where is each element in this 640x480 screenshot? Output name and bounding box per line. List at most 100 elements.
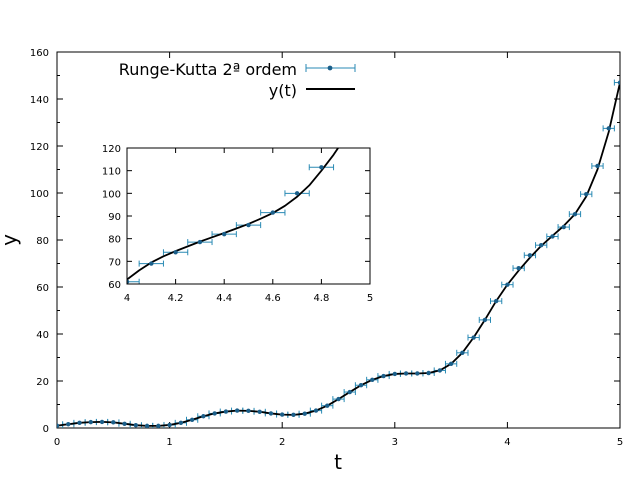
- main-y-tick-label: 0: [43, 424, 49, 435]
- main-rk2-point: [572, 211, 578, 217]
- main-rk2-point: [234, 408, 240, 413]
- inset-rk2-point: [270, 210, 275, 215]
- main-rk2-point: [392, 371, 397, 377]
- inset-x-tick-label: 4: [124, 293, 130, 304]
- inset-x-tick-label: 4.2: [168, 293, 184, 304]
- main-x-tick-label: 3: [392, 437, 398, 448]
- main-rk2-point: [527, 253, 533, 258]
- main-rk2-point: [561, 224, 566, 230]
- main-y-tick-label: 40: [36, 330, 49, 341]
- main-y-tick-label: 160: [30, 48, 49, 59]
- main-rk2-point: [268, 411, 274, 416]
- inset-x-tick-label: 4.4: [216, 293, 232, 304]
- inset-chart: 4 4.2 4.4 4.6 4.8 5 60 70 80 90 100 110 120: [102, 144, 373, 304]
- main-rk2-point: [223, 409, 229, 414]
- main-rk2-point: [88, 419, 93, 425]
- main-x-tick-label: 1: [166, 437, 172, 448]
- legend-sample-rk2: [305, 64, 356, 72]
- inset-exact-line: [127, 148, 340, 281]
- main-rk2-point: [426, 370, 431, 376]
- main-rk2-point: [156, 423, 161, 428]
- main-x-tick-label: 4: [504, 437, 510, 448]
- main-rk2-point: [415, 371, 420, 376]
- inset-x-tick-label: 5: [367, 293, 373, 304]
- main-rk2-point: [133, 422, 139, 428]
- main-x-axis-title: t: [334, 450, 342, 474]
- inset-rk2-point: [319, 165, 324, 170]
- main-rk2-point: [291, 412, 296, 418]
- main-rk2-point: [460, 350, 465, 355]
- inset-y-tick-label: 100: [102, 189, 121, 200]
- main-rk2-point: [280, 412, 285, 417]
- main-rk2-point: [77, 420, 82, 426]
- main-y-tick-label: 100: [30, 189, 49, 200]
- main-rk2-point: [505, 282, 510, 287]
- legend: Runge-Kutta 2ª ordem y(t): [119, 60, 356, 100]
- main-rk2-point: [538, 242, 544, 248]
- main-rk2-point: [381, 373, 386, 379]
- main-rk2-point: [493, 298, 499, 304]
- main-rk2-point: [516, 266, 521, 271]
- main-rk2-point: [66, 422, 71, 427]
- main-chart: 0 1 2 3 4 5 0 20 40 60 80 100 120 140 160 t y Runge-Ku…: [0, 48, 623, 474]
- main-rk2-point: [448, 361, 454, 367]
- legend-rk2-marker: [327, 65, 333, 71]
- inset-rk2-point: [294, 191, 300, 196]
- main-rk2-point: [606, 126, 611, 131]
- inset-y-tick-label: 120: [102, 144, 121, 155]
- main-rk2-point: [302, 411, 307, 416]
- main-rk2-point: [99, 419, 105, 425]
- main-rk2-point: [57, 423, 60, 428]
- main-y-tick-label: 120: [30, 142, 49, 153]
- main-rk2-point: [144, 423, 150, 428]
- inset-background: [127, 148, 370, 284]
- inset-y-tick-label: 90: [108, 212, 121, 223]
- main-rk2-point: [178, 420, 184, 426]
- main-rk2-point: [246, 408, 251, 414]
- inset-rk2-point: [149, 261, 154, 266]
- main-y-tick-label: 140: [30, 95, 49, 106]
- inset-rk2-point: [127, 279, 130, 284]
- inset-rk2-point: [173, 250, 178, 255]
- main-rk2-point: [167, 422, 172, 428]
- main-rk2-point: [595, 163, 600, 169]
- inset-y-tick-label: 110: [102, 167, 121, 178]
- main-rk2-point: [313, 408, 319, 413]
- legend-label-rk2: Runge-Kutta 2ª ordem: [119, 60, 297, 79]
- main-rk2-point: [347, 389, 352, 395]
- inset-rk2-point: [222, 231, 227, 237]
- main-rk2-point: [437, 368, 443, 373]
- main-rk2-point: [403, 371, 409, 376]
- inset-y-tick-label: 80: [108, 235, 121, 246]
- main-rk2-point: [550, 234, 555, 239]
- main-rk2-point: [471, 335, 476, 340]
- main-rk2-point: [482, 317, 488, 323]
- main-y-tick-label: 20: [36, 377, 49, 388]
- main-x-tick-label: 5: [617, 437, 623, 448]
- main-rk2-point: [189, 417, 195, 422]
- main-rk2-point: [111, 420, 116, 425]
- main-rk2-point: [325, 403, 330, 408]
- inset-rk2-point: [246, 222, 251, 228]
- inset-x-tick-label: 4.6: [265, 293, 281, 304]
- main-rk2-point: [201, 414, 206, 419]
- inset-x-tick-label: 4.8: [313, 293, 329, 304]
- inset-y-tick-label: 70: [108, 257, 121, 268]
- main-rk2-point: [336, 396, 341, 402]
- main-rk2-point: [358, 383, 364, 388]
- main-rk2-point: [617, 80, 620, 85]
- legend-label-exact: y(t): [269, 81, 297, 100]
- main-y-tick-label: 60: [36, 283, 49, 294]
- main-rk2-point: [212, 411, 217, 416]
- inset-y-tick-label: 60: [108, 280, 121, 291]
- main-y-axis-title: y: [0, 234, 21, 246]
- main-y-tick-label: 80: [36, 236, 49, 247]
- main-rk2-point: [584, 191, 589, 197]
- main-rk2-point: [257, 409, 262, 414]
- main-x-tick-label: 2: [279, 437, 285, 448]
- inset-rk2-point: [197, 239, 203, 245]
- main-x-tick-label: 0: [54, 437, 60, 448]
- main-rk2-point: [370, 377, 375, 383]
- main-rk2-point: [122, 421, 127, 426]
